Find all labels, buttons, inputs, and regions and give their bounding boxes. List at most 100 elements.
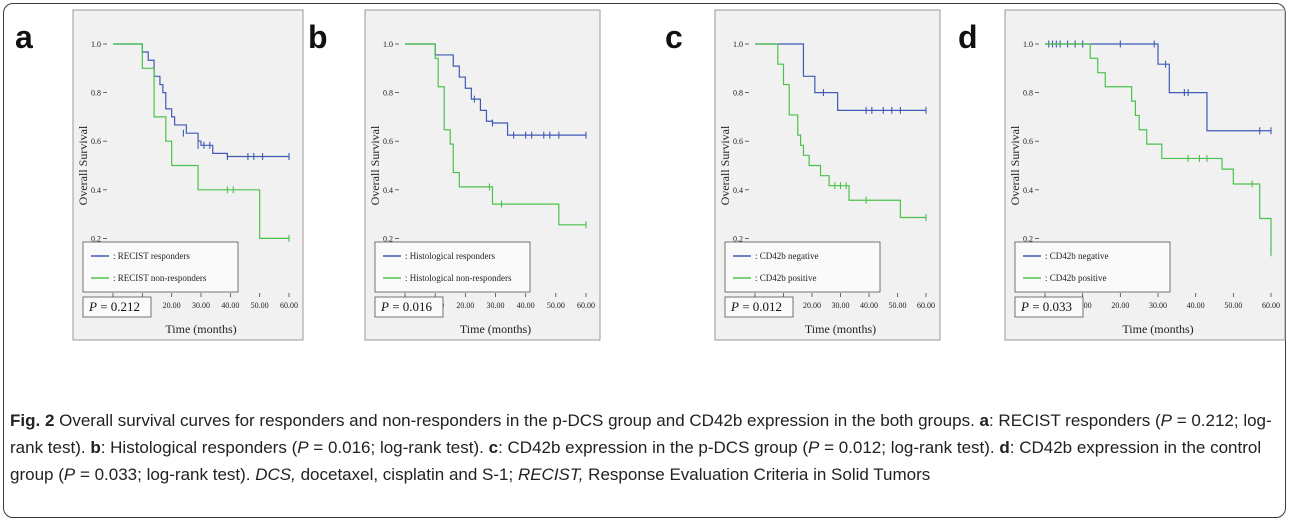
y-tick-label: 0.8 xyxy=(383,89,393,98)
km-panel-d: d0.00.20.40.60.81.0.0010.0020.0030.0040.… xyxy=(958,9,1286,341)
y-axis-label: Overall Survival xyxy=(1008,125,1022,205)
panel-letter: a xyxy=(15,19,33,55)
x-tick-label: 30.00 xyxy=(192,301,210,310)
survival-curve-group2 xyxy=(113,43,289,239)
y-tick-label: 1.0 xyxy=(383,40,393,49)
y-tick-label: 0.4 xyxy=(383,186,393,195)
y-tick-label: 0.6 xyxy=(733,137,743,146)
caption-dcs-def: docetaxel, cisplatin and S-1; xyxy=(295,465,518,484)
y-axis-label: Overall Survival xyxy=(368,125,382,205)
x-tick-label: 50.00 xyxy=(251,301,269,310)
caption-letter-a: a xyxy=(979,411,989,430)
p-value-label: P = 0.012 xyxy=(730,299,782,314)
x-tick-label: 40.00 xyxy=(1187,301,1205,310)
p-value-symbol: P xyxy=(380,299,389,314)
p-value-label: P = 0.033 xyxy=(1020,299,1072,314)
x-tick-label: 60.00 xyxy=(1262,301,1280,310)
caption-b-text-1: : Histological responders ( xyxy=(100,438,298,457)
caption-b-text-2: = 0.016; log-rank test). xyxy=(308,438,489,457)
caption-recist-abbr: RECIST, xyxy=(517,465,584,484)
caption-figure-label: Fig. 2 xyxy=(10,411,55,430)
legend-entry: : CD42b negative xyxy=(755,251,819,261)
caption-p-d: P xyxy=(63,465,76,484)
p-value-box xyxy=(82,296,152,318)
x-tick-label: 50.00 xyxy=(889,301,907,310)
y-tick-label: 1.0 xyxy=(1023,40,1033,49)
x-tick-label: 30.00 xyxy=(487,301,505,310)
caption-p-a: P xyxy=(1160,411,1172,430)
x-tick-label: 20.00 xyxy=(1111,301,1129,310)
y-tick-label: 0.2 xyxy=(383,234,393,243)
legend-box xyxy=(374,241,531,293)
p-value-box xyxy=(724,296,794,318)
p-value-symbol: P xyxy=(88,299,97,314)
legend-entry: : RECIST responders xyxy=(113,251,190,261)
y-tick-label: 0.2 xyxy=(91,234,101,243)
legend-entry: : CD42b positive xyxy=(1045,273,1107,283)
x-tick-label: 60.00 xyxy=(280,301,298,310)
caption-p-b: P xyxy=(297,438,309,457)
x-tick-label: 40.00 xyxy=(860,301,878,310)
panel-letter: c xyxy=(665,19,683,55)
survival-curve-group2 xyxy=(405,43,586,226)
caption-c-text-2: = 0.012; log-rank test). xyxy=(819,438,1000,457)
panel-letter: b xyxy=(308,19,328,55)
x-tick-label: 40.00 xyxy=(517,301,535,310)
km-panel-c: c0.00.20.40.60.81.0.0010.0020.0030.0040.… xyxy=(665,9,941,341)
legend-entry: : Histological responders xyxy=(405,251,495,261)
x-tick-label: 20.00 xyxy=(163,301,181,310)
x-tick-label: 60.00 xyxy=(577,301,595,310)
y-axis-label: Overall Survival xyxy=(76,125,90,205)
x-tick-label: 30.00 xyxy=(1149,301,1167,310)
y-tick-label: 0.6 xyxy=(1023,137,1033,146)
p-value-symbol: P xyxy=(730,299,739,314)
x-axis-label: Time (months) xyxy=(460,322,531,336)
x-axis-label: Time (months) xyxy=(165,322,236,336)
x-tick-label: 50.00 xyxy=(547,301,565,310)
survival-curve-group2 xyxy=(1045,43,1272,253)
y-tick-label: 0.2 xyxy=(733,234,743,243)
caption-recist-def: Response Evaluation Criteria in Solid Tu… xyxy=(583,465,931,484)
p-value-box xyxy=(374,296,444,318)
y-tick-label: 1.0 xyxy=(91,40,101,49)
y-tick-label: 0.8 xyxy=(1023,89,1033,98)
figure-charts: a0.00.20.40.60.81.0.0010.0020.0030.0040.… xyxy=(15,9,1286,341)
p-value-box xyxy=(1014,296,1084,318)
figure-caption: Fig. 2 Overall survival curves for respo… xyxy=(10,407,1275,488)
x-tick-label: 30.00 xyxy=(832,301,850,310)
x-tick-label: 60.00 xyxy=(917,301,935,310)
p-value-label: P = 0.212 xyxy=(88,299,140,314)
survival-curve-group2 xyxy=(755,43,926,219)
caption-letter-d: d xyxy=(999,438,1010,457)
x-tick-label: 20.00 xyxy=(803,301,821,310)
caption-d-text-2: = 0.033; log-rank test). xyxy=(75,465,256,484)
y-tick-label: 0.4 xyxy=(1023,186,1033,195)
p-value-text: = 0.212 xyxy=(97,299,140,314)
p-value-text: = 0.016 xyxy=(389,299,433,314)
y-tick-label: 0.6 xyxy=(91,137,101,146)
caption-letter-c: c xyxy=(488,438,499,457)
panel-letter: d xyxy=(958,19,978,55)
y-tick-label: 0.8 xyxy=(91,89,101,98)
legend-box xyxy=(1014,241,1171,293)
y-tick-label: 0.2 xyxy=(1023,234,1033,243)
legend-entry: : CD42b negative xyxy=(1045,251,1109,261)
legend-entry: : RECIST non-responders xyxy=(113,273,207,283)
caption-d-text-1: : CD42b expression in the control group … xyxy=(10,438,1262,484)
p-value-text: = 0.033 xyxy=(1029,299,1072,314)
x-tick-label: 20.00 xyxy=(456,301,474,310)
caption-a-text-2: = 0.212; log-rank test). xyxy=(10,411,1272,457)
x-axis-label: Time (months) xyxy=(805,322,876,336)
y-tick-label: 0.6 xyxy=(383,137,393,146)
legend-entry: : Histological non-responders xyxy=(405,273,512,283)
p-value-text: = 0.012 xyxy=(739,299,782,314)
p-value-label: P = 0.016 xyxy=(380,299,433,314)
caption-a-text-1: : RECIST responders ( xyxy=(988,411,1161,430)
x-tick-label: 50.00 xyxy=(1224,301,1242,310)
p-value-symbol: P xyxy=(1020,299,1029,314)
y-tick-label: 0.4 xyxy=(733,186,743,195)
y-tick-label: 1.0 xyxy=(733,40,743,49)
x-tick-label: 40.00 xyxy=(221,301,239,310)
y-tick-label: 0.8 xyxy=(733,89,743,98)
caption-letter-b: b xyxy=(90,438,101,457)
